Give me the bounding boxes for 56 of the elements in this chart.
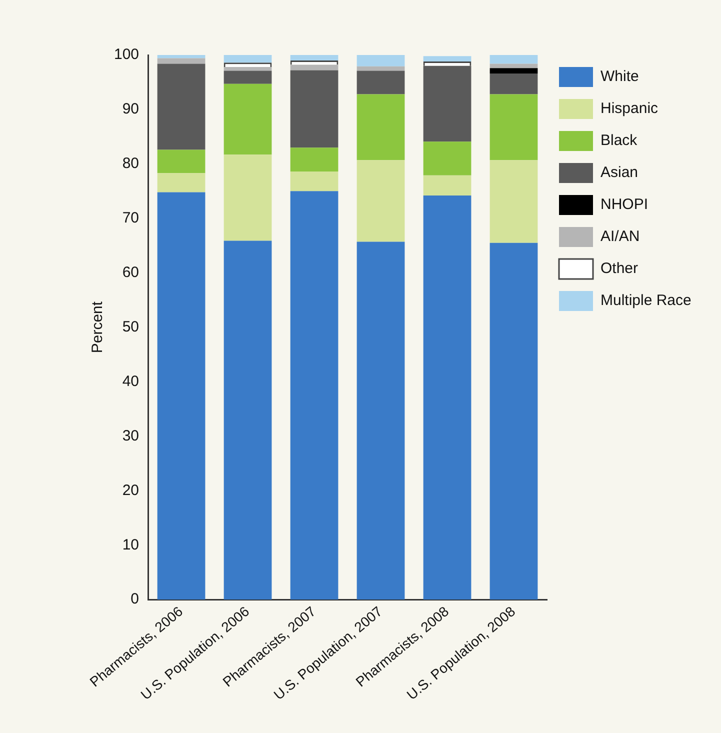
bar xyxy=(490,55,538,64)
bar xyxy=(290,172,338,192)
y-tick-label: 20 xyxy=(122,482,140,499)
bar xyxy=(423,142,472,176)
y-axis-title: Percent xyxy=(89,300,106,354)
bar xyxy=(224,70,272,84)
bar xyxy=(423,66,472,142)
legend-label: Other xyxy=(600,260,638,278)
y-tick-label: 80 xyxy=(122,155,140,172)
legend-label: Multiple Race xyxy=(600,292,692,310)
legend-label: Black xyxy=(600,132,638,150)
legend-label: Asian xyxy=(600,164,638,182)
y-tick-label: 50 xyxy=(122,318,140,336)
bar xyxy=(356,94,405,160)
y-tick-label: 0 xyxy=(130,590,140,608)
bar xyxy=(356,242,405,600)
bar xyxy=(423,175,472,196)
bar xyxy=(224,240,272,600)
y-tick-label: 90 xyxy=(122,100,140,118)
bar xyxy=(157,58,206,64)
bar xyxy=(224,55,272,63)
y-tick-label: 60 xyxy=(122,264,140,281)
bar xyxy=(290,70,338,148)
legend-label: NHOPI xyxy=(600,196,648,214)
y-tick-label: 100 xyxy=(114,46,140,64)
bar xyxy=(290,64,338,70)
bar xyxy=(157,64,206,150)
bar xyxy=(490,64,538,68)
bar xyxy=(490,242,538,600)
y-tick-label: 70 xyxy=(122,210,140,227)
legend-label: White xyxy=(600,68,639,86)
y-tick-label: 10 xyxy=(122,536,140,554)
bar xyxy=(290,148,338,172)
bar xyxy=(423,196,472,600)
bar xyxy=(290,55,338,60)
bar xyxy=(490,68,538,74)
bar xyxy=(490,160,538,243)
bar xyxy=(423,56,472,62)
bar xyxy=(356,160,405,242)
bar xyxy=(157,55,206,58)
bar xyxy=(356,66,405,71)
bar xyxy=(157,150,206,174)
bar xyxy=(356,55,405,66)
bar xyxy=(356,70,405,94)
y-tick-label: 40 xyxy=(122,372,140,390)
bar xyxy=(224,66,272,71)
bar xyxy=(224,84,272,155)
bar xyxy=(490,94,538,160)
bar xyxy=(224,154,272,241)
bar xyxy=(490,74,538,94)
legend-label: AI/AN xyxy=(600,228,640,246)
bar xyxy=(157,192,206,600)
y-tick-label: 30 xyxy=(122,427,140,444)
legend-label: Hispanic xyxy=(600,100,659,118)
bar xyxy=(290,191,338,600)
bar xyxy=(157,173,206,192)
